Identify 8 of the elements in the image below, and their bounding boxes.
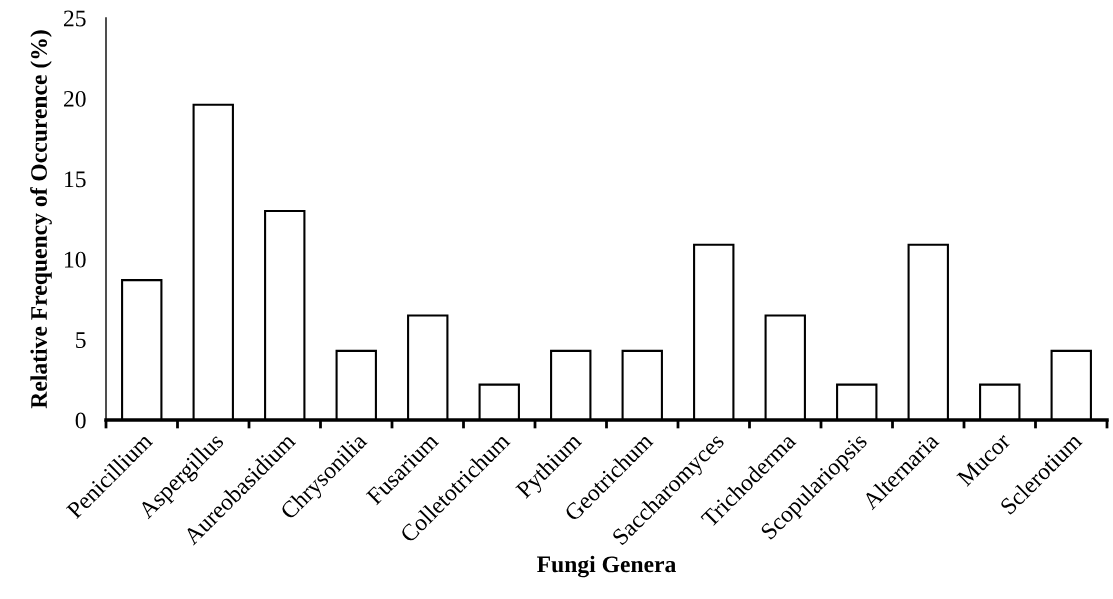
y-tick-label: 15 (65, 171, 86, 188)
y-tick-label: 20 (63, 90, 86, 107)
y-tick-label: 10 (65, 251, 86, 268)
y-tick-label: 25 (63, 10, 86, 27)
y-tick-label: 0 (75, 412, 86, 429)
y-axis-title: Relative Frequency of Occurence (%) (30, 30, 52, 409)
x-axis-title: Fungi Genera (537, 555, 676, 578)
y-tick-label: 5 (76, 332, 86, 349)
